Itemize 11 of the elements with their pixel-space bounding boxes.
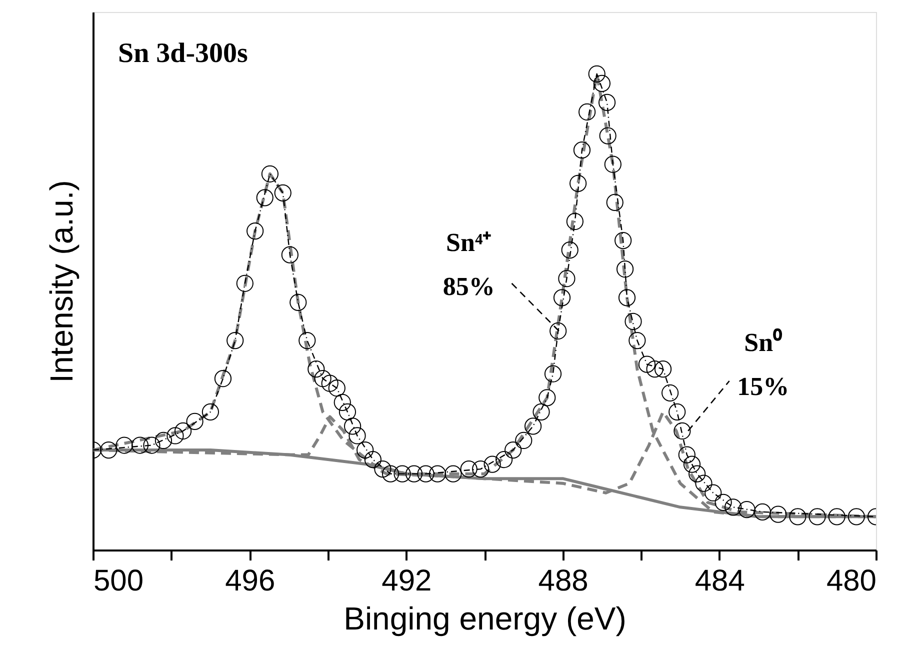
x-tick-label: 500: [94, 564, 144, 598]
y-axis-title: Intensity (a.u.): [44, 180, 80, 383]
x-tick-label: 496: [225, 564, 276, 598]
x-tick-label: 480: [826, 564, 876, 598]
x-axis-title: Binging energy (eV): [344, 600, 626, 636]
x-tick-label: 484: [694, 564, 745, 598]
annotation: Sn⁰ 15%: [737, 328, 790, 401]
text: Sn 3d-300s: [118, 38, 248, 69]
x-tick-label: 488: [538, 564, 588, 598]
x-tick-label: 492: [382, 564, 432, 598]
annotation: Sn⁴⁺ 85%: [442, 228, 495, 301]
